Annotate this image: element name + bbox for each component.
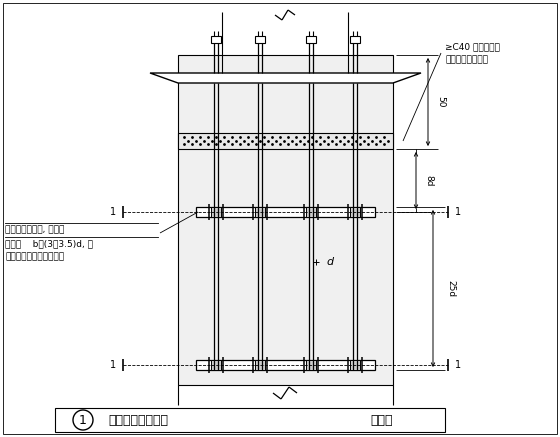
Text: 50: 50 [436, 96, 445, 108]
Bar [211, 207, 221, 217]
Bar [350, 207, 360, 217]
Bar [196, 207, 375, 217]
Text: （一）: （一） [370, 413, 393, 427]
Text: 锚栓固定架角钢, 通常角: 锚栓固定架角钢, 通常角 [5, 225, 64, 234]
Bar [178, 133, 393, 149]
Text: 1: 1 [110, 360, 116, 370]
Bar [211, 36, 221, 43]
Text: 厚取相应型号中之最厚者: 厚取相应型号中之最厚者 [5, 252, 64, 261]
Text: 1: 1 [110, 207, 116, 217]
Bar [55, 408, 445, 432]
Bar [350, 36, 360, 43]
Bar [255, 207, 265, 217]
Bar [350, 360, 360, 370]
Text: 钢肢宽    b＝(3～3.5)d, 肢: 钢肢宽 b＝(3～3.5)d, 肢 [5, 239, 93, 248]
Text: 8d: 8d [424, 175, 433, 186]
Text: 25d: 25d [446, 280, 455, 297]
Bar [178, 55, 393, 385]
Polygon shape [150, 73, 421, 83]
Text: 1: 1 [79, 413, 87, 427]
Bar [196, 360, 375, 370]
Text: ≥C40 无收缩细石: ≥C40 无收缩细石 [445, 42, 500, 52]
Bar [255, 36, 265, 43]
Text: 1: 1 [455, 360, 461, 370]
Bar [211, 360, 221, 370]
Text: 柱脚锚栓固定支架: 柱脚锚栓固定支架 [108, 413, 168, 427]
Text: 混凝土或铸膏砂浆: 混凝土或铸膏砂浆 [445, 55, 488, 65]
Text: 1: 1 [455, 207, 461, 217]
Bar [306, 36, 316, 43]
Bar [255, 360, 265, 370]
Text: d: d [326, 257, 333, 267]
Bar [306, 360, 316, 370]
Bar [306, 207, 316, 217]
